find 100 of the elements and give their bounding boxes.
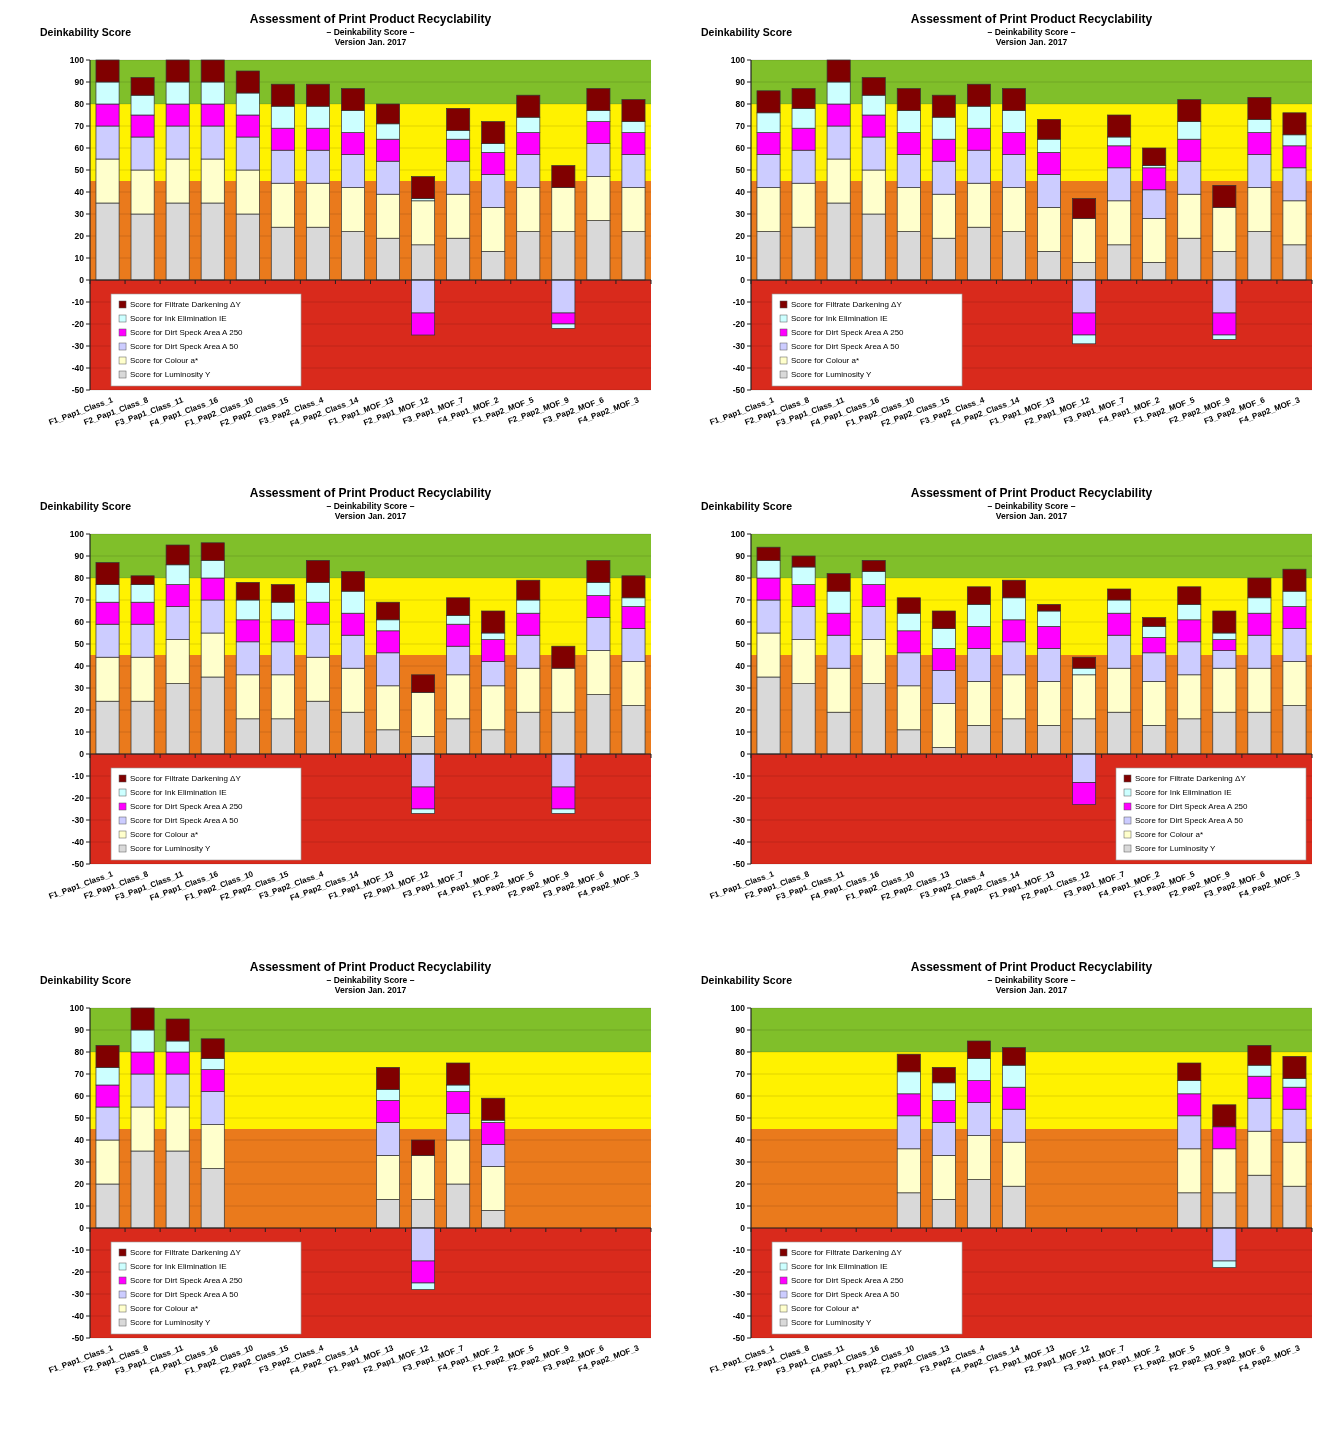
legend-label: Score for Dirt Speck Area A 250: [791, 1276, 905, 1286]
legend-label: Score for Colour a*: [791, 356, 860, 366]
chart-subtitle: – Deinkability Score – Version Jan. 2017: [326, 27, 415, 47]
y-tick-label: -30: [71, 1288, 85, 1299]
y-tick-label: 80: [735, 572, 746, 583]
y-tick-label: 20: [735, 230, 746, 241]
y-tick-label: 100: [69, 1002, 85, 1013]
y-tick-label: 70: [735, 1068, 746, 1079]
y-tick-label: 40: [735, 1134, 746, 1145]
y-tick-label: 0: [79, 1222, 85, 1233]
legend-label: Score for Colour a*: [130, 830, 199, 840]
y-axis-title: Deinkability Score: [701, 26, 793, 38]
y-tick-label: 0: [79, 748, 85, 759]
chart-subtitle: – Deinkability Score – Version Jan. 2017: [987, 975, 1076, 995]
y-tick-label: 80: [735, 1046, 746, 1057]
legend-label: Score for Dirt Speck Area A 50: [1135, 816, 1244, 826]
y-tick-label: 80: [74, 572, 85, 583]
y-tick-label: -30: [732, 814, 746, 825]
y-tick-label: -10: [71, 1244, 85, 1255]
y-tick-label: 60: [735, 616, 746, 627]
y-tick-label: 10: [74, 1200, 85, 1211]
legend-label: Score for Luminosity Y: [1135, 844, 1216, 854]
legend-label: Score for Colour a*: [130, 356, 199, 366]
legend-label: Score for Dirt Speck Area A 250: [130, 1276, 244, 1286]
y-tick-label: 50: [735, 1112, 746, 1123]
y-tick-label: 60: [74, 142, 85, 153]
y-tick-label: -10: [732, 770, 746, 781]
y-tick-label: 80: [735, 98, 746, 109]
legend-label: Score for Luminosity Y: [130, 844, 212, 854]
legend-label: Score for Dirt Speck Area A 50: [791, 1290, 900, 1300]
y-tick-label: -10: [732, 1244, 746, 1255]
chart-subtitle: – Deinkability Score – Version Jan. 2017: [326, 501, 415, 521]
y-tick-label: -40: [732, 1310, 746, 1321]
legend-label: Score for Dirt Speck Area A 250: [791, 328, 905, 338]
chart-subtitle: – Deinkability Score – Version Jan. 2017: [987, 27, 1076, 47]
legend-label: Score for Filtrate Darkening ΔY: [130, 1248, 242, 1258]
y-tick-label: 60: [74, 1090, 85, 1101]
y-tick-label: 20: [735, 704, 746, 715]
y-tick-label: -30: [71, 814, 85, 825]
y-tick-label: -10: [732, 296, 746, 307]
chart-title: Assessment of Print Product Recyclability: [910, 960, 1153, 974]
legend-label: Score for Luminosity Y: [130, 370, 212, 380]
y-tick-label: 60: [735, 1090, 746, 1101]
chart-title: Assessment of Print Product Recyclability: [910, 486, 1153, 500]
y-tick-label: 90: [74, 550, 85, 561]
legend-label: Score for Dirt Speck Area A 50: [791, 342, 900, 352]
y-tick-label: 70: [74, 120, 85, 131]
y-tick-label: 100: [730, 528, 746, 539]
y-tick-label: 10: [735, 252, 746, 263]
legend-label: Score for Dirt Speck Area A 50: [130, 1290, 239, 1300]
y-tick-label: -50: [71, 384, 85, 395]
legend-label: Score for Luminosity Y: [791, 370, 873, 380]
y-tick-label: 40: [735, 186, 746, 197]
y-tick-label: 40: [74, 660, 85, 671]
legend-label: Score for Ink Elimination IE: [130, 314, 227, 324]
bar: [411, 176, 436, 199]
y-tick-label: 0: [79, 274, 85, 285]
y-tick-label: -10: [71, 296, 85, 307]
legend-label: Score for Ink Elimination IE: [130, 788, 227, 798]
y-tick-label: -20: [732, 792, 746, 803]
y-tick-label: 10: [735, 1200, 746, 1211]
legend-label: Score for Dirt Speck Area A 50: [130, 342, 239, 352]
y-tick-label: -40: [71, 362, 85, 373]
y-tick-label: 60: [735, 142, 746, 153]
legend-label: Score for Colour a*: [1135, 830, 1204, 840]
legend-label: Score for Filtrate Darkening ΔY: [130, 774, 242, 784]
chart-title: Assessment of Print Product Recyclability: [249, 12, 492, 26]
legend-label: Score for Dirt Speck Area A 50: [130, 816, 239, 826]
legend-label: Score for Colour a*: [130, 1304, 199, 1314]
y-axis-title: Deinkability Score: [40, 500, 132, 512]
y-tick-label: -40: [732, 836, 746, 847]
y-tick-label: 70: [735, 594, 746, 605]
y-tick-label: -50: [732, 1332, 746, 1343]
y-tick-label: 0: [740, 748, 746, 759]
y-tick-label: -30: [732, 1288, 746, 1299]
y-tick-label: 100: [69, 54, 85, 65]
y-tick-label: 90: [735, 76, 746, 87]
y-tick-label: -30: [71, 340, 85, 351]
y-tick-label: 30: [74, 1156, 85, 1167]
y-tick-label: -50: [71, 1332, 85, 1343]
y-tick-label: 70: [735, 120, 746, 131]
chart-title: Assessment of Print Product Recyclability: [249, 960, 492, 974]
legend-label: Score for Ink Elimination IE: [1135, 788, 1232, 798]
legend-label: Score for Ink Elimination IE: [791, 1262, 888, 1272]
legend-label: Score for Filtrate Darkening ΔY: [791, 300, 903, 310]
y-tick-label: 50: [74, 638, 85, 649]
y-tick-label: -40: [732, 362, 746, 373]
y-axis-title: Deinkability Score: [40, 974, 132, 986]
y-tick-label: 30: [74, 682, 85, 693]
y-tick-label: -30: [732, 340, 746, 351]
y-axis-title: Deinkability Score: [701, 974, 793, 986]
legend-label: Score for Dirt Speck Area A 250: [130, 802, 244, 812]
y-tick-label: -50: [732, 384, 746, 395]
y-tick-label: 40: [74, 186, 85, 197]
legend-label: Score for Filtrate Darkening ΔY: [791, 1248, 903, 1258]
legend-label: Score for Dirt Speck Area A 250: [130, 328, 244, 338]
y-axis-title: Deinkability Score: [701, 500, 793, 512]
y-tick-label: 90: [74, 1024, 85, 1035]
y-tick-label: -20: [732, 1266, 746, 1277]
y-tick-label: 40: [735, 660, 746, 671]
